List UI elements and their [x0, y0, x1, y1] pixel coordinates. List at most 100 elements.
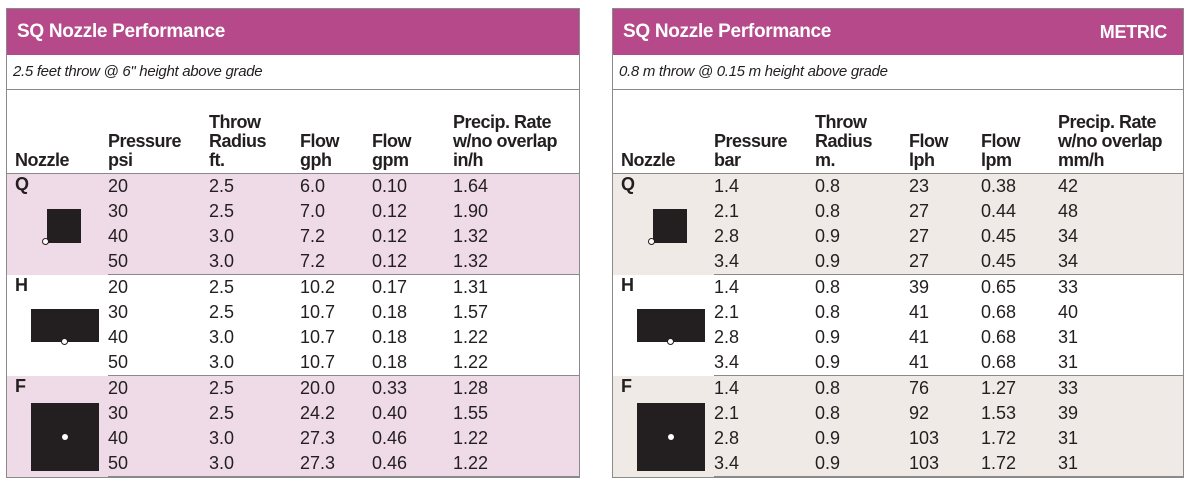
table-cell-precip: 1.22 — [453, 327, 489, 347]
table-cell-pressure: 30 — [108, 401, 209, 426]
column-header-line: Flow — [372, 131, 412, 151]
table-row: 2.1 0.8 92 1.53 39 — [613, 401, 1183, 426]
table-cell-pressure: 40 — [108, 224, 209, 249]
table-cell-flow1: 27.3 — [300, 451, 372, 477]
half-pattern-icon — [31, 308, 99, 342]
nozzle-cell: F — [613, 375, 714, 477]
column-header-line: mm/h — [1058, 150, 1105, 170]
table-cell-flow2: 0.45 — [981, 249, 1058, 275]
table-cell-pressure: 2.1 — [714, 199, 815, 224]
table-row: 2.8 0.9 27 0.45 34 — [613, 224, 1183, 249]
table-header-row: Nozzle Pressure bar Throw Radius m. Flow lph Flo… — [613, 90, 1183, 174]
column-header-line: Flow — [981, 131, 1021, 151]
table-cell-flow1: 24.2 — [300, 401, 372, 426]
table-cell-radius: 2.5 — [209, 401, 300, 426]
table-cell-pressure: 50 — [108, 350, 209, 376]
table-cell-flow2: 0.68 — [981, 327, 1017, 347]
nozzle-orifice-icon — [668, 433, 674, 440]
table-row: 40 3.0 10.7 0.18 1.22 — [7, 325, 579, 350]
table-cell-pressure: 2.8 — [714, 426, 815, 451]
nozzle-group-h: H 20 2.5 10.2 0.17 1.31 30 2.5 10.7 0.18 1.57 40 3.0… — [7, 275, 579, 376]
column-header-flow1: Flow lph — [909, 90, 981, 174]
column-header-pressure: Pressure bar — [714, 90, 815, 174]
column-header-line: m. — [815, 150, 836, 170]
table-row: Q 20 2.5 6.0 0.10 1.64 — [7, 173, 579, 275]
table-row: H 20 2.5 10.2 0.17 1.31 — [7, 275, 579, 345]
table-cell-flow1: 10.7 — [300, 350, 372, 376]
nozzle-group-q: Q 20 2.5 6.0 0.10 1.64 30 2.5 7.0 0.12 1.90 40 3.0 7.… — [7, 173, 579, 275]
table-row: Q 1.4 0.8 23 0.38 42 — [613, 173, 1183, 275]
table-cell-flow1: 10.2 — [300, 277, 336, 297]
nozzle-label: H — [621, 274, 634, 295]
table-cell-pressure: 2.8 — [714, 224, 815, 249]
table-row: 40 3.0 7.2 0.12 1.32 — [7, 224, 579, 249]
table-cell-flow2: 0.68 — [981, 350, 1058, 376]
table-row: 30 2.5 10.7 0.18 1.57 — [7, 300, 579, 325]
table-cell-flow1: 7.2 — [300, 249, 372, 275]
nozzle-cell: Q — [613, 173, 714, 275]
nozzle-label: Q — [15, 174, 30, 194]
performance-table: Nozzle Pressure bar Throw Radius m. Flow lph Flo… — [613, 90, 1183, 477]
table-cell-radius: 2.5 — [209, 199, 300, 224]
nozzle-group-q: Q 1.4 0.8 23 0.38 42 2.1 0.8 27 0.44 48 2.8 0.9 27 0.4… — [613, 173, 1183, 275]
table-cell-flow1: 27 — [909, 224, 981, 249]
column-header-line: ft. — [209, 150, 225, 170]
column-header-line: Nozzle — [621, 150, 676, 170]
column-header-line: Flow — [300, 131, 340, 151]
metric-badge: METRIC — [1099, 21, 1168, 42]
table-cell-precip: 1.57 — [453, 302, 489, 322]
table-row: 2.8 0.9 103 1.72 31 — [613, 426, 1183, 451]
table-cell-flow1: 41 — [909, 327, 930, 347]
table-row: F 20 2.5 20.0 0.33 1.28 — [7, 375, 579, 477]
panel-subtitle: 2.5 feet throw @ 6" height above grade — [7, 55, 579, 90]
table-cell-flow2: 0.17 — [372, 277, 408, 297]
half-pattern-icon — [637, 308, 705, 342]
table-cell-radius: 2.5 — [209, 302, 235, 322]
table-cell-precip: 34 — [1058, 249, 1183, 275]
nozzle-orifice-icon — [648, 238, 655, 245]
table-row: 2.1 0.8 41 0.68 40 — [613, 300, 1183, 325]
column-header-line: w/no overlap — [1058, 131, 1163, 151]
table-cell-flow1: 103 — [909, 451, 981, 477]
table-cell-flow2: 0.45 — [981, 224, 1058, 249]
table-cell-radius: 0.8 — [815, 199, 909, 224]
column-header-precip: Precip. Rate w/no overlap in/h — [453, 90, 579, 174]
table-cell-radius: 0.9 — [815, 327, 841, 347]
table-cell-pressure: 3.4 — [714, 350, 815, 376]
table-cell-radius: 3.0 — [209, 249, 300, 275]
table-cell-pressure: 40 — [108, 327, 129, 347]
table-cell-flow2: 0.40 — [372, 401, 453, 426]
table-row: 3.4 0.9 27 0.45 34 — [613, 249, 1183, 275]
table-cell-pressure: 50 — [108, 249, 209, 275]
column-header-nozzle: Nozzle — [613, 90, 714, 174]
quarter-pattern-icon — [653, 209, 687, 243]
metric-performance-panel: SQ Nozzle Performance METRIC 0.8 m throw… — [612, 8, 1184, 478]
nozzle-orifice-icon — [62, 433, 68, 440]
table-cell-pressure: 20 — [108, 173, 209, 199]
table-cell-radius: 0.8 — [815, 302, 841, 322]
table-cell-radius: 2.5 — [209, 277, 235, 297]
column-header-line: Throw — [209, 112, 261, 132]
table-cell-pressure: 20 — [108, 277, 129, 297]
table-cell-flow1: 10.7 — [300, 327, 336, 347]
panel-title: SQ Nozzle Performance — [623, 21, 832, 42]
performance-table: Nozzle Pressure psi Throw Radius ft. Flow gph Fl… — [7, 90, 579, 477]
table-cell-precip: 1.64 — [453, 173, 579, 199]
column-header-line: Radius — [815, 131, 873, 151]
table-cell-precip: 1.90 — [453, 199, 579, 224]
column-header-nozzle: Nozzle — [7, 90, 108, 174]
column-header-line: Flow — [909, 131, 949, 151]
column-header-line: Precip. Rate — [1058, 112, 1157, 132]
table-cell-flow2: 0.46 — [372, 451, 453, 477]
table-cell-precip: 42 — [1058, 173, 1183, 199]
table-cell-pressure: 50 — [108, 451, 209, 477]
table-cell-flow1: 27.3 — [300, 426, 372, 451]
table-cell-pressure: 30 — [108, 302, 129, 322]
table-cell-radius: 0.9 — [815, 249, 909, 275]
table-row: 2.1 0.8 27 0.44 48 — [613, 199, 1183, 224]
table-cell-radius: 2.5 — [209, 173, 300, 199]
column-header-line: psi — [108, 150, 133, 170]
table-cell-radius: 0.9 — [815, 426, 909, 451]
table-row: H 1.4 0.8 39 0.65 33 — [613, 274, 1183, 345]
table-cell-precip: 48 — [1058, 199, 1183, 224]
